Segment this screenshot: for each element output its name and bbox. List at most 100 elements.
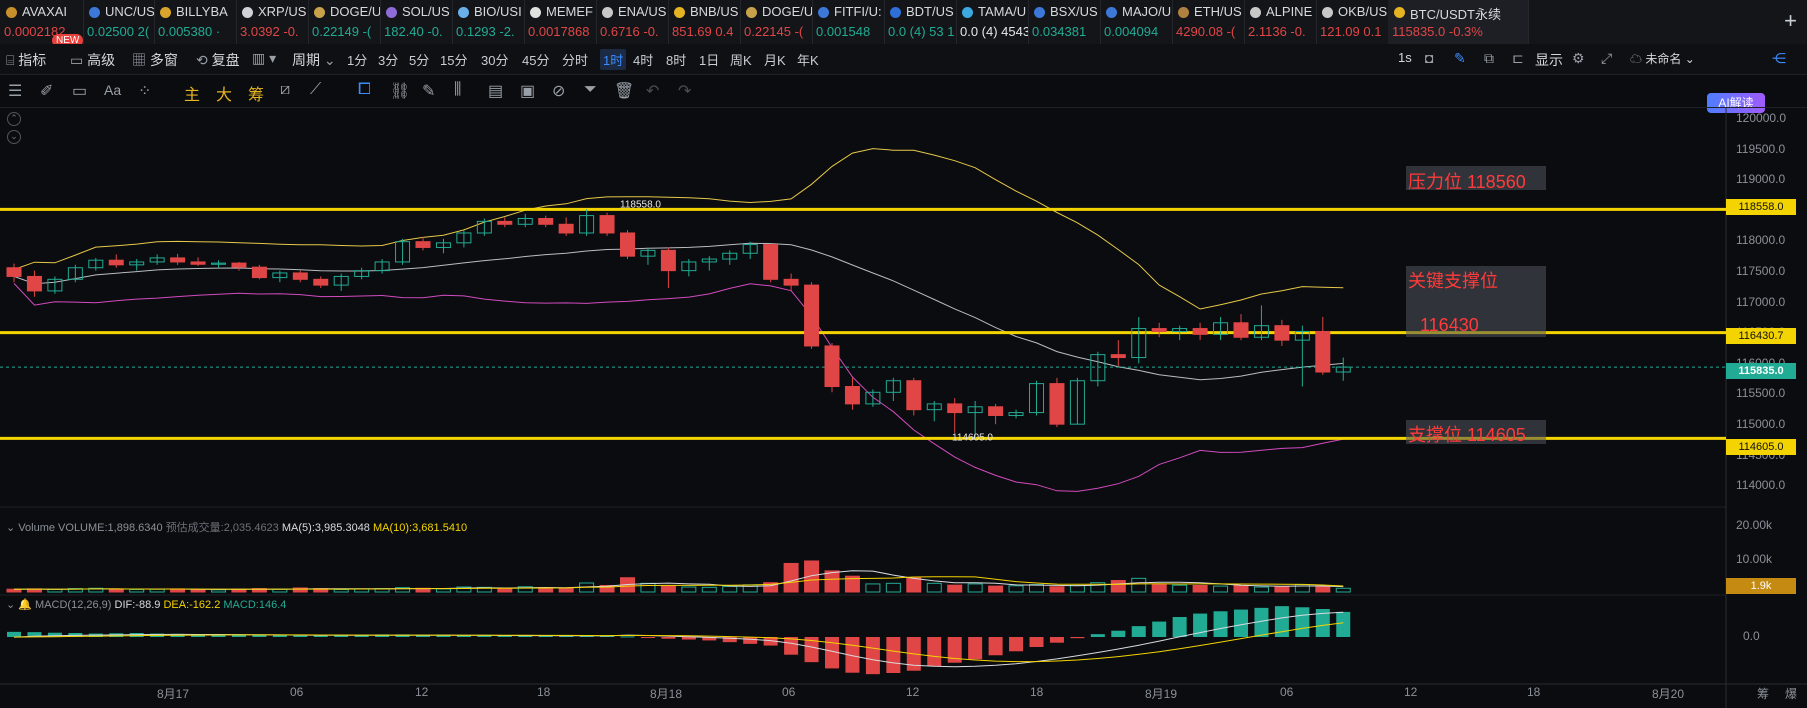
menu-icon[interactable]: ☰ (8, 83, 23, 100)
chart-expand-icon[interactable]: ⌄ (7, 130, 21, 144)
select-icon[interactable]: ⧠ (358, 81, 371, 98)
text-icon[interactable]: Aa (104, 82, 122, 98)
coin-icon (674, 7, 685, 18)
symbol-tab[interactable]: MEMEF 0.0017868 (524, 0, 597, 44)
symbol-tab[interactable]: OKB/US 121.09 0.1 (1316, 0, 1389, 44)
price-chart[interactable]: 118558.0 114605.0 (0, 107, 1807, 708)
layout-name-dropdown[interactable]: ☁ 未命名 ⌄ (1630, 52, 1695, 66)
timeframe-3[interactable]: 15分 (440, 53, 468, 68)
ruler-icon[interactable]: ⊏ (1512, 50, 1524, 66)
magnet-icon[interactable]: ⧄ (280, 81, 291, 98)
volume-bar (435, 588, 451, 593)
symbol-tab[interactable]: FITFI/U: 0.001548 (812, 0, 885, 44)
tab-symbol: BIO/USI (474, 4, 522, 19)
bell-icon[interactable]: 🔔 (18, 599, 32, 611)
volume-bar (1315, 585, 1331, 593)
main-tool[interactable]: 主 (184, 87, 201, 104)
timeframe-0[interactable]: 1分 (347, 53, 368, 68)
undo-icon[interactable]: ↶ (646, 83, 660, 100)
symbol-tab[interactable]: SOL/US 182.40 -0. (380, 0, 453, 44)
timeframe-11[interactable]: 周K (730, 53, 752, 68)
timeframe-10[interactable]: 1日 (699, 53, 720, 68)
symbol-tab[interactable]: DOGE/U 0.22145 -( (740, 0, 813, 44)
volume-bar (599, 584, 615, 593)
volume-bar (1253, 586, 1269, 593)
indicators-button[interactable]: ⌸ 指标 (6, 50, 46, 70)
filter-icon[interactable]: ⏷ (584, 81, 597, 98)
volume-title: Volume (18, 522, 55, 534)
timeframe-13[interactable]: 年K (797, 53, 819, 68)
advanced-button[interactable]: ▭ 高级 (70, 50, 115, 70)
brush-icon[interactable]: ✎ (422, 83, 436, 100)
symbol-tab[interactable]: UNC/US 0.02500 2( (83, 0, 155, 44)
timeframe-4[interactable]: 30分 (481, 53, 509, 68)
timeframe-6[interactable]: 分时 (562, 53, 589, 68)
rectangle-icon[interactable]: ▭ (72, 83, 88, 100)
redo-icon[interactable]: ↷ (678, 83, 692, 100)
chips-corner[interactable]: 筹 (1757, 687, 1770, 701)
candle-body (865, 391, 881, 405)
measure-icon[interactable]: ⟋ (310, 81, 322, 98)
symbol-tab[interactable]: XRP/US 3.0392 -0. (236, 0, 309, 44)
symbol-tab[interactable]: ALPINE 2.1136 -0. (1244, 0, 1317, 44)
share-icon[interactable]: ⋲ (1772, 50, 1786, 66)
pencil-icon[interactable]: ✎ (1454, 50, 1466, 66)
fullscreen-icon[interactable]: ⤢ (1601, 50, 1613, 66)
timeframe-7[interactable]: 1时 (600, 49, 627, 70)
timeframe-1[interactable]: 3分 (378, 53, 399, 68)
candle-body (149, 257, 165, 263)
macd-histogram-bar (1234, 609, 1248, 637)
interval-1s[interactable]: 1s (1398, 50, 1412, 65)
collapse-icon[interactable]: ⌄ (6, 599, 16, 611)
pen-icon[interactable]: ✐ (40, 83, 54, 100)
replay-button[interactable]: ⟲ 复盘 (196, 50, 240, 70)
collapse-icon[interactable]: ⌄ (6, 522, 16, 534)
camera-icon[interactable]: ◘ (1425, 50, 1434, 66)
liquidation-corner[interactable]: 爆 (1785, 687, 1798, 701)
symbol-tab[interactable]: ETH/US 4290.08 -( (1172, 0, 1245, 44)
clipboard-icon[interactable]: ▤ (488, 83, 504, 100)
timeframe-2[interactable]: 5分 (409, 53, 430, 68)
symbol-tab[interactable]: BILLYBA 0.005380 · (154, 0, 237, 44)
symbol-tab[interactable]: BIO/USI 0.1293 -2. (452, 0, 525, 44)
symbol-tab[interactable]: TAMA/U 0.0 (4) 4543 (956, 0, 1029, 44)
ai-interpret-button[interactable]: AI解读 (1707, 93, 1765, 113)
chart-type-button[interactable]: ▥ ▾ (252, 50, 277, 66)
price-axis-label: 118000.0 (1736, 233, 1786, 248)
timeframe-5[interactable]: 45分 (522, 53, 550, 68)
large-tool[interactable]: 大 (216, 87, 233, 104)
macd-histogram-bar (313, 635, 328, 637)
candle-body (231, 262, 247, 268)
period-dropdown[interactable]: 周期 ⌄ (292, 50, 336, 70)
symbol-tab[interactable]: BSX/US 0.034381 (1028, 0, 1101, 44)
symbol-tab[interactable]: BNB/US 851.69 0.4 (668, 0, 741, 44)
settings-icon[interactable]: ⚙ (1572, 50, 1585, 66)
note-icon[interactable]: ▣ (520, 83, 536, 100)
candle-body (395, 241, 411, 263)
macd-histogram-bar (7, 631, 21, 637)
link-icon[interactable]: ⛓ (390, 83, 411, 100)
window-icon[interactable]: ⧉ (1484, 50, 1494, 66)
symbol-tab[interactable]: ENA/US 0.6716 -0. (596, 0, 669, 44)
chart-collapse-icon[interactable]: ⌃ (7, 112, 21, 126)
timeframe-8[interactable]: 4时 (633, 53, 654, 68)
symbol-tab[interactable]: AVAXAI 0.0002182 (0, 0, 84, 44)
timeframe-9[interactable]: 8时 (666, 53, 687, 68)
timeframe-12[interactable]: 月K (764, 53, 786, 68)
volume-bar (783, 562, 799, 593)
symbol-tab[interactable]: BTC/USDT永续 115835.0 -0.3% (1388, 0, 1529, 44)
macd-histogram-bar (927, 637, 942, 667)
multi-window-button[interactable]: ▦ 多窗 (132, 50, 178, 70)
trash-icon[interactable]: 🗑 (614, 83, 635, 100)
add-tab-button[interactable]: + (1784, 8, 1797, 33)
columns-icon[interactable]: ⫼ (454, 81, 462, 98)
macd-histogram-bar (1009, 637, 1024, 652)
symbol-tab[interactable]: MAJO/U 0.004094 (1100, 0, 1173, 44)
compass-icon[interactable]: ⊘ (552, 83, 566, 100)
symbol-tab[interactable]: DOGE/U 0.22149 -( (308, 0, 381, 44)
dot-settings-icon[interactable]: ⁘ (138, 83, 152, 100)
symbol-tab[interactable]: BDT/US 0.0 (4) 53 1 (884, 0, 957, 44)
chips-tool[interactable]: 筹 (248, 87, 265, 104)
volume-bar (947, 584, 963, 593)
display-button[interactable]: 显示 (1535, 52, 1563, 68)
